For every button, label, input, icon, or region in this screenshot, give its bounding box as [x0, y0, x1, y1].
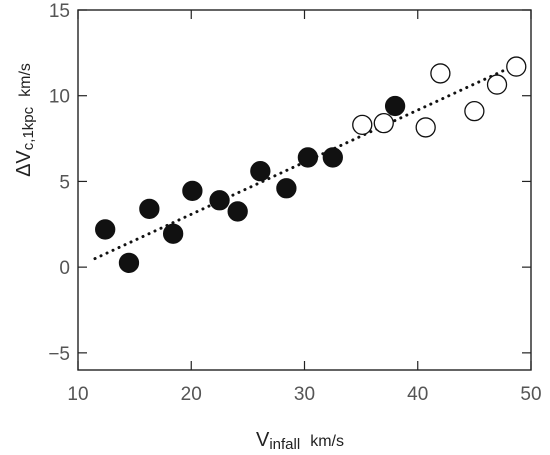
- x-axis-title: Vinfall km/s: [256, 429, 344, 453]
- filled-data-point: [139, 198, 160, 220]
- filled-data-point: [182, 180, 203, 202]
- open-data-point: [464, 100, 485, 122]
- filled-data-point: [162, 223, 184, 244]
- tick-labels: 10 20 30 40 50 −5 0 5 10 15: [48, 1, 541, 405]
- data-points: [95, 56, 527, 274]
- x-axis-title-unit: km/s: [310, 433, 344, 450]
- open-data-point: [486, 74, 508, 95]
- y-tick-label: 5: [59, 172, 70, 193]
- y-tick-label: 0: [59, 258, 70, 279]
- open-data-point: [430, 63, 451, 84]
- y-tick-label: 15: [49, 1, 70, 22]
- plot-frame: [77, 9, 532, 371]
- filled-data-point: [297, 147, 319, 168]
- filled-data-point: [227, 201, 248, 222]
- open-data-point: [506, 56, 527, 77]
- y-tick-label: −5: [48, 344, 70, 365]
- filled-data-point: [322, 147, 343, 168]
- y-axis-title-main: ΔV: [13, 150, 35, 177]
- x-tick-label: 20: [181, 384, 202, 405]
- x-tick-label: 10: [67, 384, 88, 405]
- x-tick-label: 50: [520, 384, 541, 405]
- filled-data-point: [384, 95, 406, 117]
- y-axis-title-unit: km/s: [17, 63, 34, 97]
- open-data-point: [415, 117, 436, 138]
- filled-data-point: [95, 219, 116, 240]
- filled-data-point: [250, 160, 271, 182]
- x-axis-title-main: V: [256, 429, 270, 451]
- y-axis-title: ΔVc,1kpc km/s: [13, 63, 37, 177]
- filled-data-point: [209, 190, 230, 211]
- filled-data-point: [118, 252, 140, 274]
- filled-data-point: [276, 178, 297, 199]
- open-data-point: [352, 114, 373, 136]
- open-data-point: [373, 112, 394, 134]
- tick-marks: [77, 9, 532, 370]
- x-axis-title-sub: infall: [269, 436, 300, 453]
- y-tick-label: 10: [49, 87, 70, 108]
- y-axis-title-sub: c,1kpc: [20, 106, 37, 150]
- x-tick-label: 40: [407, 384, 428, 405]
- x-tick-label: 30: [294, 384, 315, 405]
